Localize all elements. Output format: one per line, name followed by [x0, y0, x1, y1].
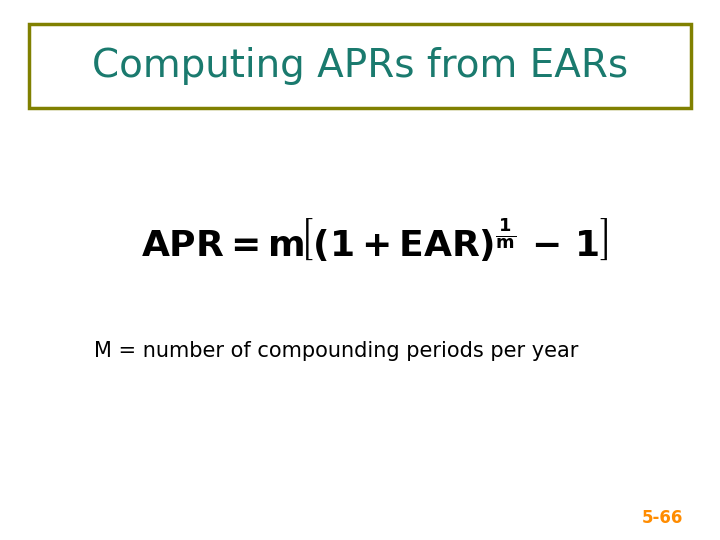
Text: M = number of compounding periods per year: M = number of compounding periods per ye… — [94, 341, 578, 361]
Text: Computing APRs from EARs: Computing APRs from EARs — [92, 47, 628, 85]
Bar — [29, 24, 691, 108]
Text: $\bf{APR = m\!\left[(1+EAR)^{\frac{1}{m}} \,-\, 1\right]}$: $\bf{APR = m\!\left[(1+EAR)^{\frac{1}{m}… — [140, 217, 608, 264]
Text: 5-66: 5-66 — [642, 509, 683, 528]
